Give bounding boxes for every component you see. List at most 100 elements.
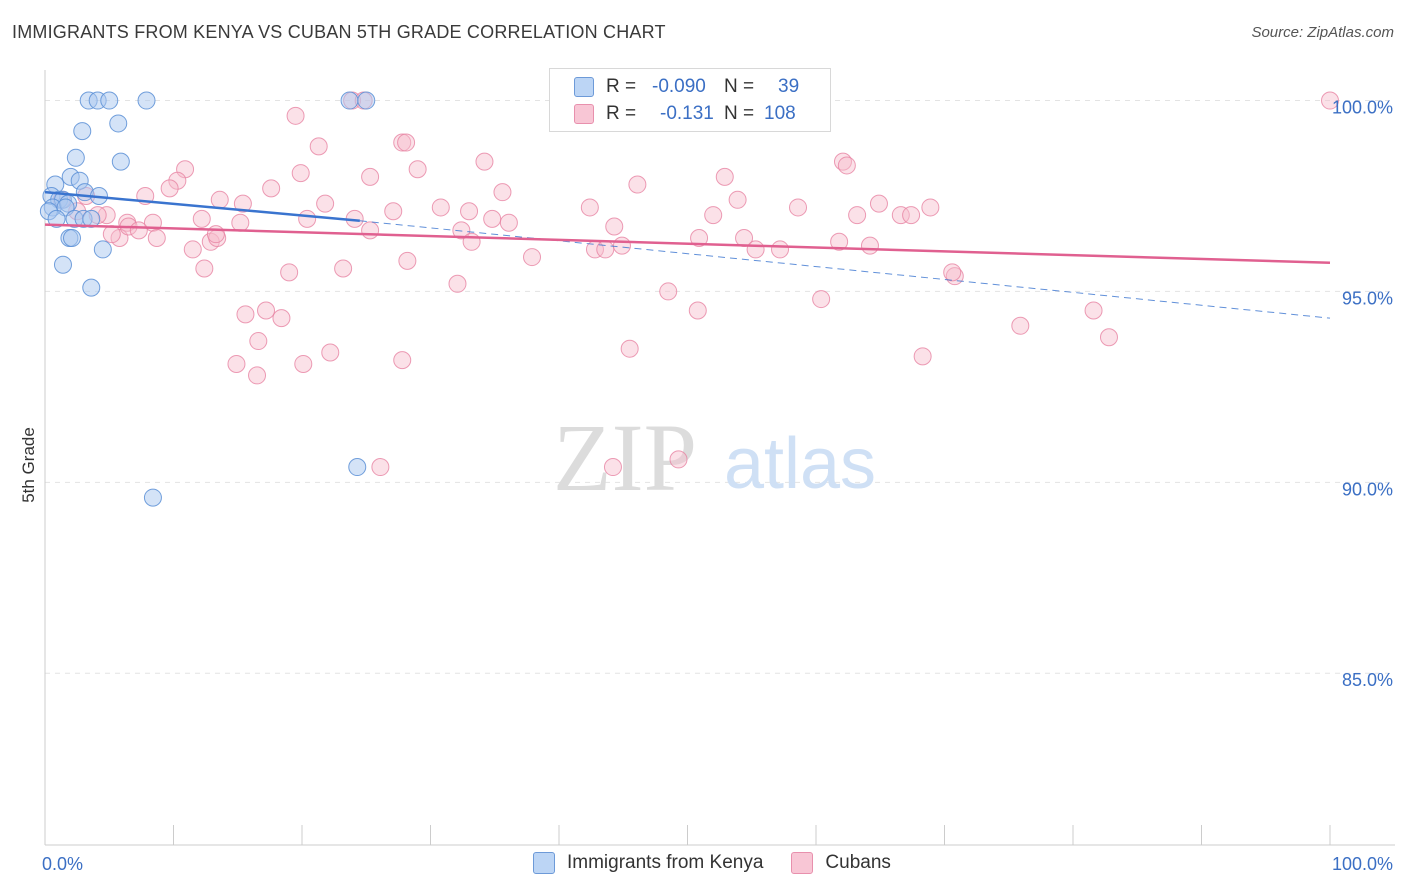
kenya-trend-line — [44, 190, 360, 223]
kenya-swatch — [533, 852, 555, 874]
gridlines — [45, 100, 1395, 674]
cuban-point — [746, 240, 765, 259]
cuban-point — [102, 225, 121, 244]
cuban-point — [848, 206, 867, 225]
kenya-point — [109, 114, 128, 133]
n-value: 39 — [778, 76, 800, 97]
kenya-point — [357, 91, 376, 110]
watermark: ZIP atlas — [553, 404, 876, 511]
cuban-point — [789, 198, 808, 217]
cuban-point — [1321, 91, 1339, 110]
kenya-swatch — [574, 77, 594, 97]
y-tick-label: 85.0% — [1342, 670, 1393, 690]
cuban-point — [361, 167, 380, 186]
cuban-point — [1084, 301, 1103, 320]
source-credit: Source: ZipAtlas.com — [1251, 24, 1394, 41]
cuban-point — [321, 343, 340, 362]
cuban-point — [262, 179, 281, 198]
cuban-swatch — [574, 104, 594, 124]
cuban-point — [837, 156, 856, 175]
r-label: R = — [606, 103, 637, 124]
cuban-point — [431, 198, 450, 217]
cuban-point — [183, 240, 202, 259]
cuban-point — [728, 190, 747, 209]
cuban-point — [393, 351, 412, 370]
cuban-point — [1011, 316, 1030, 335]
kenya-point — [93, 240, 112, 259]
cuban-point — [860, 236, 879, 255]
series-legend: Immigrants from Kenya Cubans — [533, 852, 919, 874]
kenya-point — [137, 91, 156, 110]
cuban-point — [192, 209, 211, 228]
cuban-point — [210, 190, 229, 209]
cuban-point — [231, 213, 250, 232]
cuban-point — [580, 198, 599, 217]
cuban-point — [523, 248, 542, 267]
x-tick-label: 0.0% — [42, 854, 83, 874]
cuban-point — [408, 160, 427, 179]
r-value: -0.131 — [660, 103, 714, 124]
cuban-point — [316, 194, 335, 213]
cuban-point — [233, 194, 252, 213]
cuban-point — [493, 183, 512, 202]
x-tick-label: 100.0% — [1332, 854, 1393, 874]
cuban-point — [475, 152, 494, 171]
cuban-point — [452, 221, 471, 240]
cuban-point — [943, 263, 962, 282]
tick-labels: 100.0% 95.0% 90.0% 85.0% 0.0% 100.0% — [42, 98, 1393, 874]
cuban-point — [620, 339, 639, 358]
cuban-point — [280, 263, 299, 282]
cuban-point — [603, 458, 622, 477]
cuban-point — [249, 332, 268, 351]
cuban-point — [690, 228, 709, 247]
legend-label-kenya: Immigrants from Kenya — [567, 852, 764, 873]
cuban-point — [291, 164, 310, 183]
cuban-point — [393, 133, 412, 152]
cuban-point — [129, 221, 148, 240]
r-value: -0.090 — [652, 76, 706, 97]
kenya-point — [73, 122, 92, 141]
n-value: 108 — [764, 103, 796, 124]
cuban-point — [294, 354, 313, 373]
legend-item-kenya[interactable]: Immigrants from Kenya — [533, 852, 763, 874]
kenya-trend-extension — [359, 220, 1331, 319]
n-label: N = — [724, 76, 755, 97]
kenya-point — [82, 209, 101, 228]
cuban-point — [384, 202, 403, 221]
watermark-atlas: atlas — [724, 424, 876, 504]
cuban-point — [499, 213, 518, 232]
cuban-point — [483, 209, 502, 228]
kenya-point — [66, 148, 85, 167]
cuban-point — [669, 450, 688, 469]
cuban-point — [236, 305, 255, 324]
y-tick-label: 90.0% — [1342, 479, 1393, 499]
cuban-point — [272, 309, 291, 328]
legend-item-cuban[interactable]: Cubans — [791, 852, 891, 874]
kenya-points — [39, 91, 376, 507]
cuban-point — [628, 175, 647, 194]
cuban-point — [462, 232, 481, 251]
cuban-point — [704, 206, 723, 225]
cuban-point — [812, 290, 831, 309]
cuban-point — [298, 209, 317, 228]
cuban-point — [168, 171, 187, 190]
cuban-point — [715, 167, 734, 186]
cuban-point — [286, 106, 305, 125]
r-label: R = — [606, 76, 637, 97]
cuban-point — [612, 236, 631, 255]
kenya-point — [340, 91, 359, 110]
cuban-point — [398, 251, 417, 270]
kenya-point — [100, 91, 119, 110]
y-axis-label: 5th Grade — [19, 427, 38, 503]
cuban-point — [891, 206, 910, 225]
legend-label-cuban: Cubans — [825, 852, 891, 873]
cuban-point — [227, 354, 246, 373]
cuban-point — [460, 202, 479, 221]
cuban-point — [921, 198, 940, 217]
cuban-point — [688, 301, 707, 320]
y-tick-label: 100.0% — [1332, 98, 1393, 118]
cuban-point — [902, 206, 921, 225]
axes — [44, 70, 1395, 846]
kenya-point — [47, 209, 66, 228]
